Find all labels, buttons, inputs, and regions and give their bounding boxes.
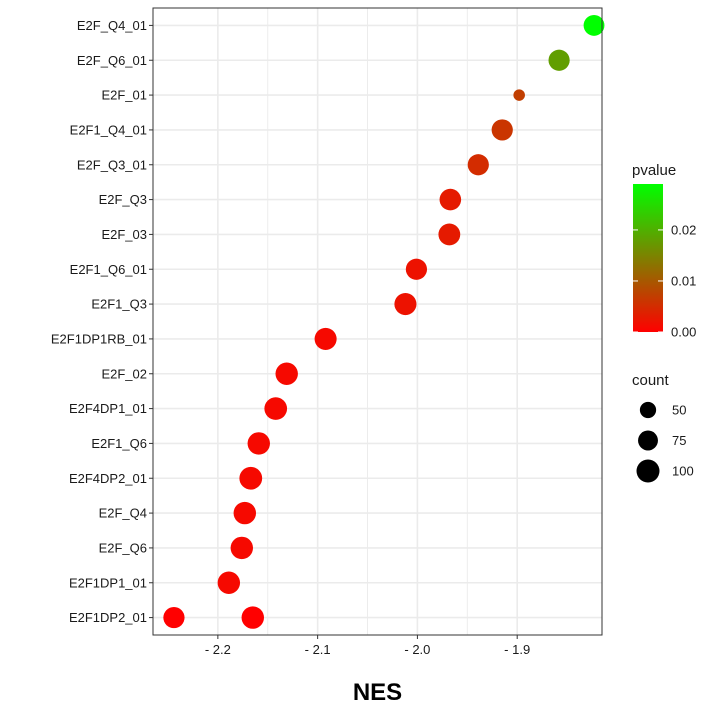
data-point-e2f1-q6 bbox=[247, 432, 270, 455]
size-legend-key bbox=[636, 459, 660, 483]
colorbar-tick-label: 0.00 bbox=[671, 325, 696, 340]
y-tick-label: E2F1DP1RB_01 bbox=[51, 331, 147, 346]
y-tick-label: E2F1DP1_01 bbox=[69, 575, 147, 590]
y-tick-label: E2F_03 bbox=[101, 227, 147, 242]
data-point-e2f1-q6-01 bbox=[405, 258, 428, 280]
y-tick-label: E2F_Q3 bbox=[99, 192, 147, 207]
x-tick-label: - 2.1 bbox=[305, 642, 331, 657]
grid-lines bbox=[153, 8, 602, 635]
y-tick-label: E2F1DP2_01 bbox=[69, 610, 147, 625]
size-legend-label: 50 bbox=[672, 403, 686, 418]
data-point-e2f-q6-01 bbox=[548, 49, 570, 71]
y-tick-label: E2F_Q6 bbox=[99, 540, 147, 555]
size-legend-title: count bbox=[632, 372, 670, 389]
y-tick-label: E2F_02 bbox=[101, 366, 147, 381]
data-point-e2f4dp1-01 bbox=[264, 397, 288, 420]
data-point-e2f-q4 bbox=[233, 501, 257, 525]
data-points bbox=[163, 15, 605, 629]
y-tick-label: E2F_01 bbox=[101, 88, 147, 103]
size-legend-label: 75 bbox=[672, 433, 686, 448]
data-point-e2f-q3 bbox=[439, 188, 462, 211]
data-point-e2f1dp1-01 bbox=[217, 571, 241, 594]
color-legend-title: pvalue bbox=[632, 162, 676, 179]
size-legend-key bbox=[638, 430, 658, 451]
x-axis-title: NES bbox=[353, 679, 402, 706]
y-tick-label: E2F_Q4 bbox=[99, 506, 147, 521]
y-axis: E2F_Q4_01 E2F_Q6_01 E2F_01 E2F1_Q4_01 E2F_Q3… bbox=[51, 18, 153, 625]
x-tick-label: - 2.2 bbox=[205, 642, 231, 657]
y-tick-label: E2F1_Q3 bbox=[91, 297, 147, 312]
y-tick-label: E2F_Q3_01 bbox=[77, 157, 147, 172]
data-point-e2f1-q4-01 bbox=[491, 119, 513, 141]
colorbar-tick-label: 0.01 bbox=[671, 273, 696, 288]
y-tick-label: E2F_Q4_01 bbox=[77, 18, 147, 33]
y-tick-label: E2F1_Q6 bbox=[91, 436, 147, 451]
x-tick-label: - 1.9 bbox=[504, 642, 530, 657]
data-point-e2f-q3-01 bbox=[467, 154, 489, 176]
data-point-e2f-01 bbox=[513, 89, 525, 101]
y-tick-label: E2F1_Q4_01 bbox=[70, 122, 147, 137]
data-point-e2f-03 bbox=[438, 223, 461, 246]
y-tick-label: E2F_Q6_01 bbox=[77, 53, 147, 68]
size-legend-key bbox=[639, 401, 657, 419]
pvalue-colorbar bbox=[633, 184, 663, 332]
y-tick-label: E2F1_Q6_01 bbox=[70, 262, 147, 277]
y-tick-label: E2F4DP2_01 bbox=[69, 471, 147, 486]
data-point-e2f-q6 bbox=[230, 536, 254, 560]
data-point-e2f-02 bbox=[275, 362, 298, 385]
plot-panel-border bbox=[152, 7, 603, 636]
data-point-e2f1dp2-01 bbox=[163, 606, 185, 629]
data-point-e2f-q4-01 bbox=[583, 15, 605, 36]
x-axis: - 2.2 - 2.1 - 2.0 - 1.9 bbox=[205, 635, 530, 657]
size-legend-label: 100 bbox=[672, 464, 694, 479]
data-point-e2f1-q3 bbox=[394, 293, 417, 316]
colorbar-tick-label: 0.02 bbox=[671, 222, 696, 237]
x-tick-label: - 2.0 bbox=[404, 642, 430, 657]
data-point-e2f1dp1rb-01 bbox=[314, 327, 337, 350]
data-point-e2f1dp2-01 bbox=[241, 606, 264, 629]
data-point-e2f4dp2-01 bbox=[239, 466, 263, 490]
y-tick-label: E2F4DP1_01 bbox=[69, 401, 147, 416]
